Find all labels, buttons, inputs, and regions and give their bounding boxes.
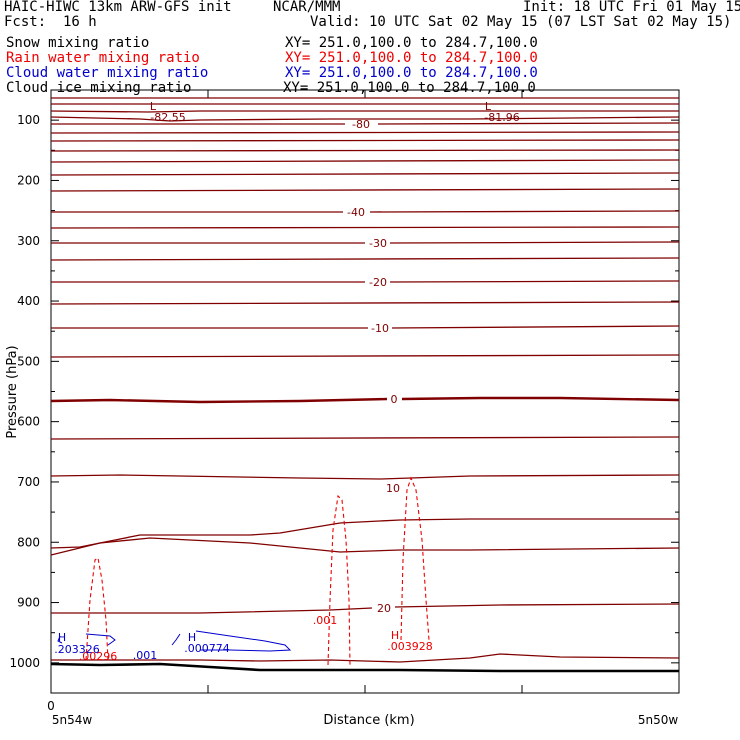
ground-line (50, 662, 679, 673)
field-xy-rain: XY= 251.0,100.0 to 284.7,100.0 (285, 50, 538, 66)
isotherm-top-4 (50, 116, 680, 122)
cloud-high-marker-1: H (58, 631, 66, 644)
temperature-labels: L L -82.55 -81.96 -80 -40 -30 -20 -10 0 … (150, 100, 520, 615)
y-tick-label-800: 800 (17, 535, 40, 549)
isotherm-near-surface (51, 653, 680, 663)
y-axis-title: Pressure (hPa) (5, 345, 20, 438)
rain-label-max: .003928 (387, 640, 433, 653)
rain-water-contours (85, 476, 430, 666)
temp-label-minus10: -10 (371, 322, 389, 335)
header-valid: Valid: 10 UTC Sat 02 May 15 (07 LST Sat … (310, 14, 732, 30)
isotherm-15c (50, 537, 680, 556)
field-xy-snow: XY= 251.0,100.0 to 284.7,100.0 (285, 35, 538, 51)
y-tick-label-200: 200 (17, 173, 40, 187)
isotherm-minus10 (51, 325, 680, 329)
y-tick-label-600: 600 (17, 415, 40, 429)
temp-label-minus20: -20 (369, 276, 387, 289)
field-name-rain: Rain water mixing ratio (6, 50, 200, 66)
cloud-label-mid: .000774 (184, 642, 230, 655)
cloud-contour-left (57, 633, 116, 646)
isotherm-5c (50, 436, 680, 440)
header-fcst-value: 16 h (63, 14, 97, 30)
isotherm-9 (50, 172, 680, 176)
isotherm-minus15 (50, 301, 680, 305)
temp-label-min-right: -81.96 (484, 111, 519, 124)
isotherm-minus25 (50, 257, 680, 261)
axis-ticks (51, 90, 679, 694)
isotherm-minus30 (51, 241, 680, 244)
y-tick-label-1000: 1000 (9, 656, 40, 670)
temp-label-minus80: -80 (352, 118, 370, 131)
temp-label-10: 10 (386, 482, 400, 495)
field-name-cloud-ice: Cloud ice mixing ratio (6, 80, 192, 96)
isotherm-minus20 (51, 280, 680, 283)
isotherm-zero (50, 396, 680, 404)
low-marker-1: L (150, 100, 157, 113)
y-tick-label-700: 700 (17, 475, 40, 489)
cloud-contour-mid (171, 630, 292, 652)
y-tick-label-500: 500 (17, 354, 40, 368)
isotherm-10c (50, 518, 679, 549)
header-title-left: HAIC-HIWC 13km ARW-GFS init (4, 0, 232, 15)
isotherm-7c (50, 474, 680, 480)
isotherm-minus80-right (377, 122, 680, 125)
cloud-labels: H .203326 .001 H .000774 (54, 631, 230, 662)
low-marker-2: L (485, 100, 492, 113)
rain-contour-3 (400, 476, 430, 641)
isotherm-5 (50, 131, 680, 134)
rain-label-left: .00296 (79, 650, 118, 663)
temperature-contours (50, 97, 680, 663)
x-origin-label: 0 (47, 699, 55, 713)
isotherm-minus35 (50, 226, 680, 229)
isotherm-6 (50, 139, 680, 142)
x-axis-title: Distance (km) (323, 713, 414, 728)
cloud-label-left: .203326 (54, 643, 100, 656)
isotherm-minus5 (50, 354, 680, 358)
temp-label-zero: 0 (391, 393, 398, 406)
cloud-label-001: .001 (133, 649, 158, 662)
field-xy-cloud-water: XY= 251.0,100.0 to 284.7,100.0 (285, 65, 538, 81)
isotherm-minus40 (51, 210, 680, 213)
y-tick-label-400: 400 (17, 294, 40, 308)
rain-labels: .001 H .003928 .00296 (79, 614, 433, 663)
isotherm-10 (50, 188, 680, 192)
temp-label-minus40: -40 (347, 206, 365, 219)
header-fcst-label: Fcst: (4, 14, 47, 30)
field-name-cloud-water: Cloud water mixing ratio (6, 65, 209, 81)
header-init: Init: 18 UTC Fri 01 May 15 (523, 0, 740, 15)
temp-label-minus30: -30 (369, 237, 387, 250)
y-tick-label-100: 100 (17, 113, 40, 127)
x-right-location: 5n50w (638, 713, 679, 727)
temp-label-min-left: -82.55 (150, 111, 185, 124)
rain-high-marker: H (391, 629, 399, 642)
y-tick-label-300: 300 (17, 234, 40, 248)
x-left-location: 5n54w (52, 713, 93, 727)
rain-label-001: .001 (313, 614, 338, 627)
field-xy-cloud-ice: XY= 251.0,100.0 to 284.7,100.0 (283, 80, 536, 96)
rain-contour-2 (327, 494, 351, 666)
isotherm-8 (50, 159, 680, 163)
cloud-high-marker-2: H (188, 631, 196, 644)
isotherm-20c (51, 603, 680, 614)
header-title-mid: NCAR/MMM (273, 0, 341, 15)
field-name-snow: Snow mixing ratio (6, 35, 150, 51)
y-tick-label-900: 900 (17, 596, 40, 610)
isotherm-7 (50, 149, 680, 152)
plot-frame (50, 89, 680, 694)
isotherm-top-3 (50, 110, 679, 113)
temp-label-20: 20 (377, 602, 391, 615)
y-tick-labels: 100 200 300 400 500 600 700 800 900 1000 (9, 113, 40, 670)
cloud-water-contours (57, 630, 292, 652)
